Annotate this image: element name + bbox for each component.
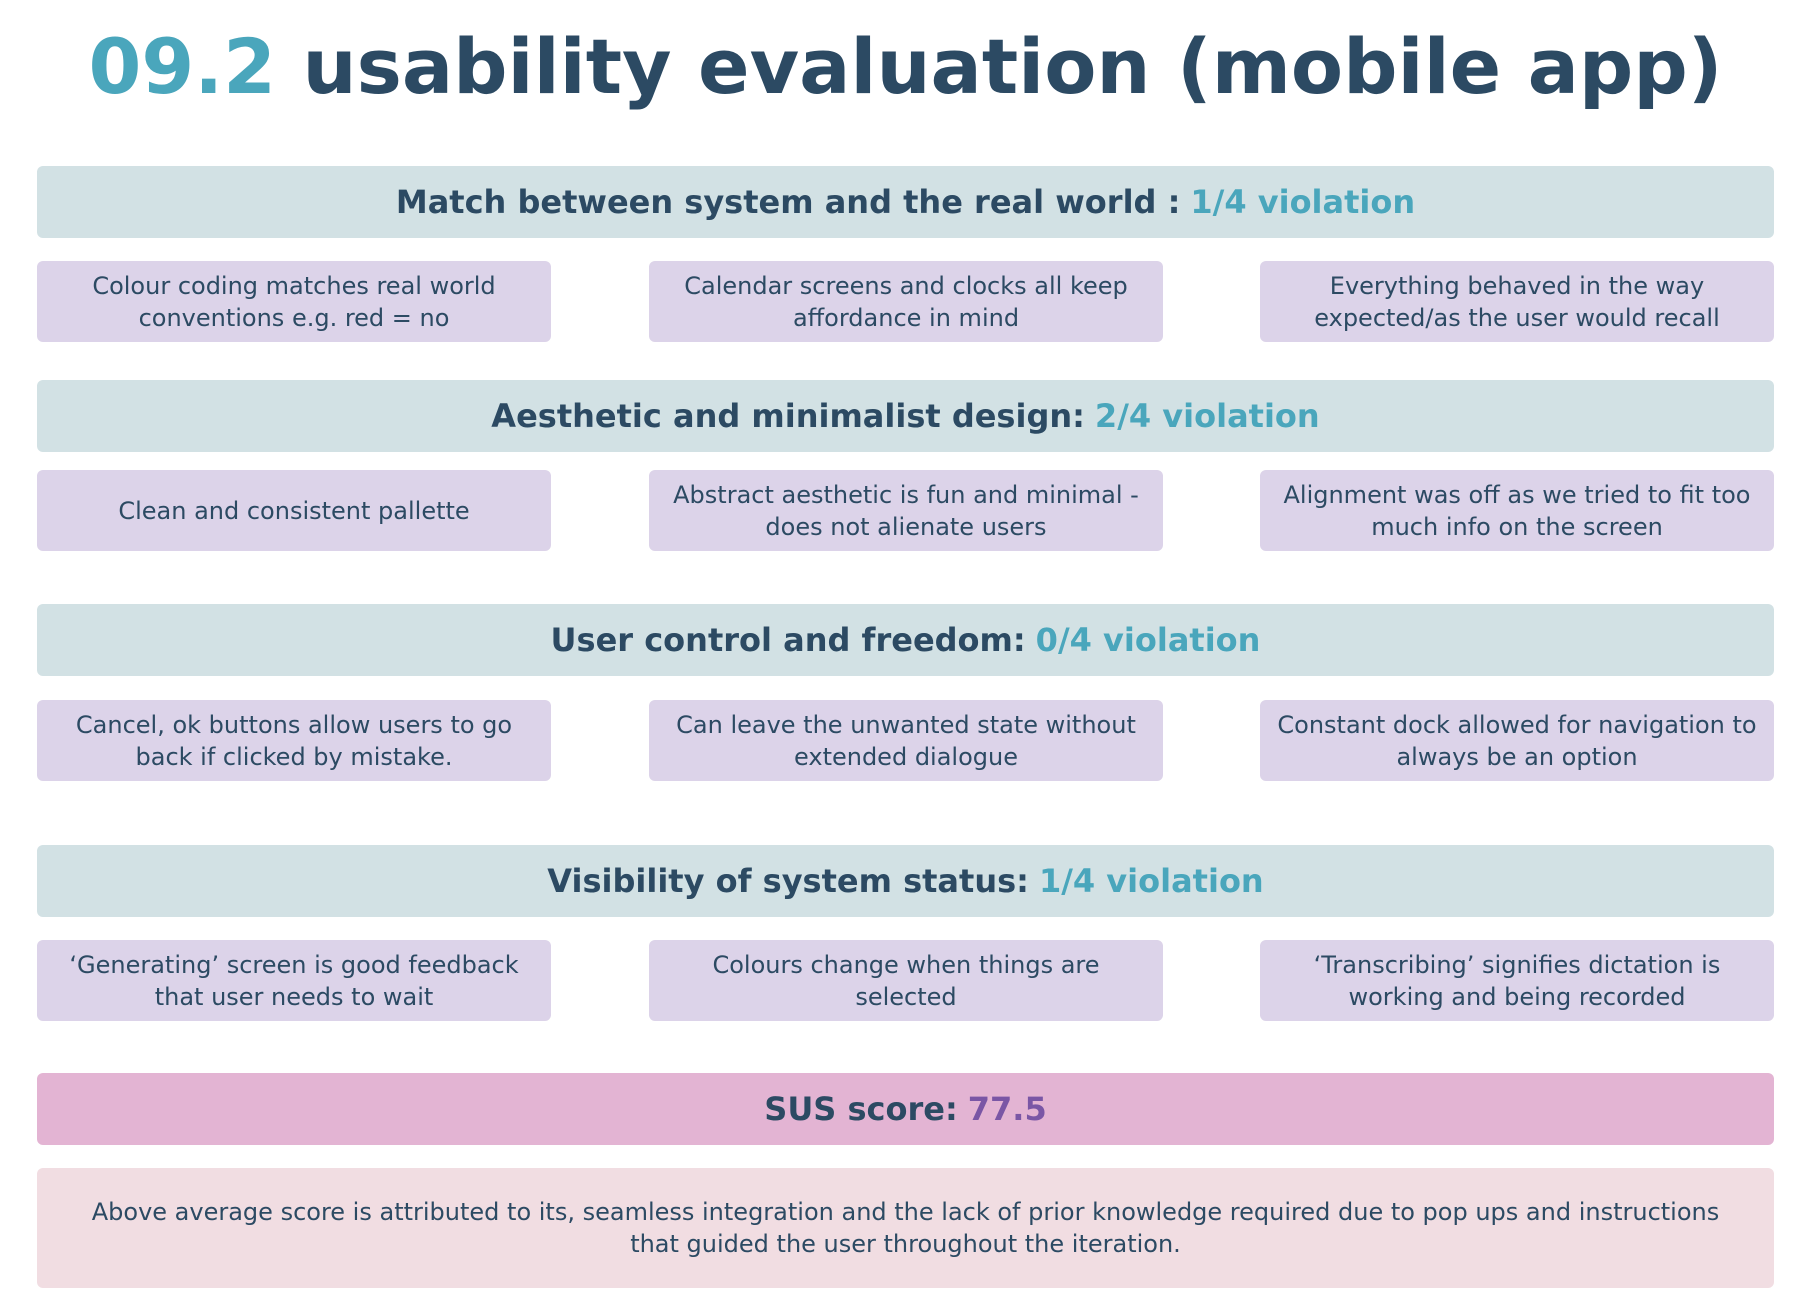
sus-score-label: SUS score: [764, 1090, 958, 1128]
sus-score-value: 77.5 [967, 1090, 1047, 1128]
section-heading-label: User control and freedom: [550, 621, 1026, 659]
finding-card: Colour coding matches real world convent… [37, 261, 551, 342]
finding-card: Calendar screens and clocks all keep aff… [649, 261, 1163, 342]
sus-score-band: SUS score: 77.5 [37, 1073, 1774, 1145]
finding-card: Can leave the unwanted state without ext… [649, 700, 1163, 781]
section-heading-label: Visibility of system status: [547, 862, 1029, 900]
section-heading-aesthetic-design: Aesthetic and minimalist design: 2/4 vio… [37, 380, 1774, 452]
finding-text: ‘Generating’ screen is good feedback tha… [69, 950, 519, 1011]
sus-summary-box: Above average score is attributed to its… [37, 1168, 1774, 1288]
finding-card: Colours change when things are selected [649, 940, 1163, 1021]
finding-text: Everything behaved in the way expected/a… [1314, 271, 1720, 332]
finding-text: Alignment was off as we tried to fit too… [1283, 480, 1751, 541]
finding-text: Clean and consistent pallette [118, 496, 470, 525]
section-heading-user-control: User control and freedom: 0/4 violation [37, 604, 1774, 676]
page-title: 09.2 usability evaluation (mobile app) [0, 22, 1811, 112]
section-number: 09.2 [88, 22, 277, 111]
section-heading-label: Match between system and the real world … [395, 183, 1181, 221]
finding-text: Calendar screens and clocks all keep aff… [684, 271, 1128, 332]
finding-text: Cancel, ok buttons allow users to go bac… [75, 710, 513, 771]
sus-summary-text: Above average score is attributed to its… [91, 1198, 1720, 1258]
finding-text: Colours change when things are selected [712, 950, 1100, 1011]
finding-card: Cancel, ok buttons allow users to go bac… [37, 700, 551, 781]
section-heading-system-status: Visibility of system status: 1/4 violati… [37, 845, 1774, 917]
violation-count: 2/4 violation [1094, 397, 1320, 435]
finding-card: Alignment was off as we tried to fit too… [1260, 470, 1774, 551]
finding-card: ‘Transcribing’ signifies dictation is wo… [1260, 940, 1774, 1021]
page-title-text: usability evaluation (mobile app) [302, 22, 1723, 111]
finding-text: Can leave the unwanted state without ext… [676, 710, 1136, 771]
violation-count: 0/4 violation [1035, 621, 1261, 659]
section-heading-match-real-world: Match between system and the real world … [37, 166, 1774, 238]
finding-card: Clean and consistent pallette [37, 470, 551, 551]
finding-card: Everything behaved in the way expected/a… [1260, 261, 1774, 342]
finding-card: Abstract aesthetic is fun and minimal - … [649, 470, 1163, 551]
finding-card: ‘Generating’ screen is good feedback tha… [37, 940, 551, 1021]
finding-text: Colour coding matches real world convent… [92, 271, 496, 332]
section-heading-label: Aesthetic and minimalist design: [491, 397, 1085, 435]
violation-count: 1/4 violation [1038, 862, 1264, 900]
finding-text: Constant dock allowed for navigation to … [1277, 710, 1757, 771]
finding-card: Constant dock allowed for navigation to … [1260, 700, 1774, 781]
finding-text: ‘Transcribing’ signifies dictation is wo… [1313, 950, 1721, 1011]
finding-text: Abstract aesthetic is fun and minimal - … [673, 480, 1139, 541]
violation-count: 1/4 violation [1190, 183, 1416, 221]
